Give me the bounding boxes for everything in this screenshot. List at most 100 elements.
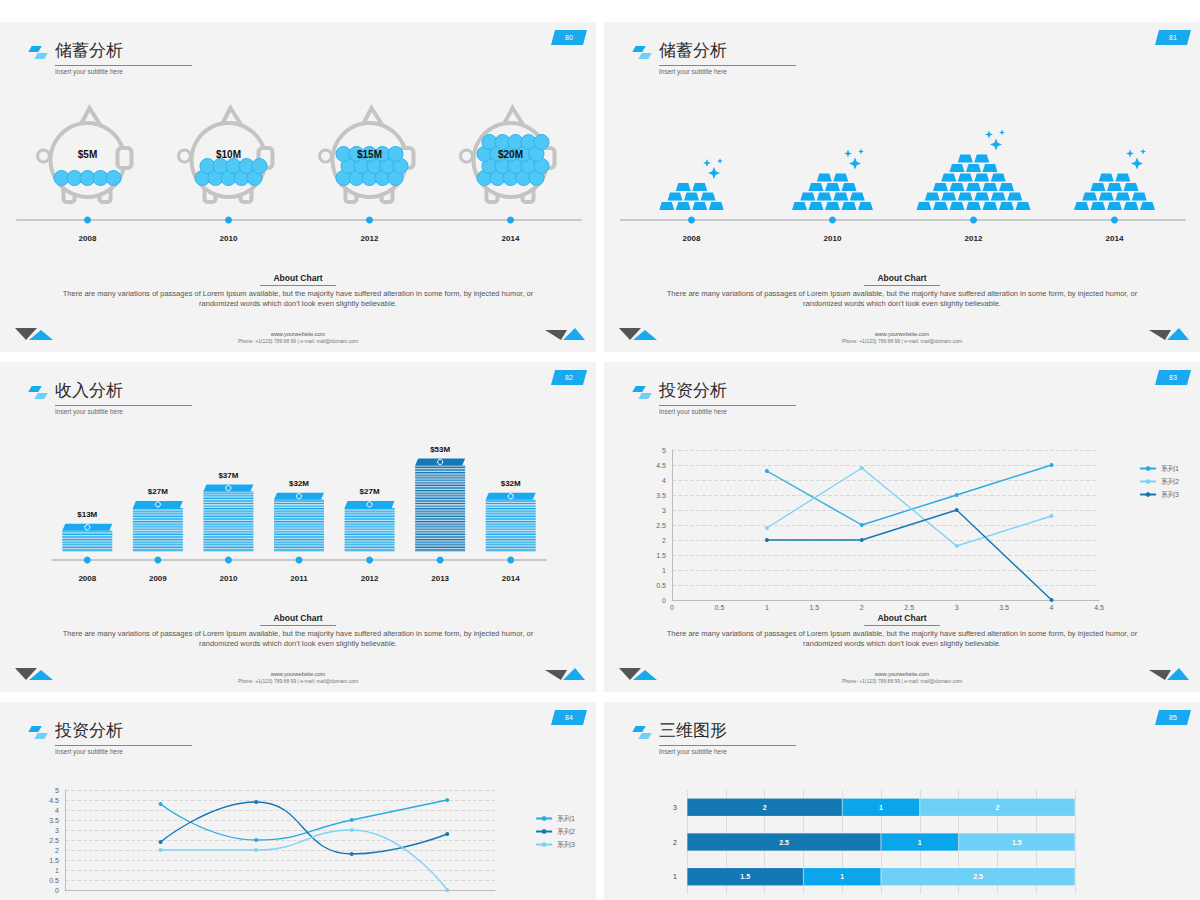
svg-text:2010: 2010 [824,234,842,243]
html-text:There are many variations of p: There are many variations of passages of… [62,289,534,308]
svg-text:$27M: $27M [360,487,380,496]
html-text:82: 82 [565,374,573,381]
svg-text:2: 2 [995,804,999,811]
html-text:About Chart: About Chart [877,273,927,283]
svg-text:$53M: $53M [430,445,450,454]
svg-text:3: 3 [955,604,959,611]
svg-text:0.5: 0.5 [656,582,666,589]
svg-text:$37M: $37M [218,471,238,480]
svg-text:系列3: 系列3 [557,841,575,848]
svg-text:$13M: $13M [77,510,97,519]
svg-text:2.5: 2.5 [656,522,666,529]
svg-text:系列3: 系列3 [1161,491,1179,498]
svg-text:$32M: $32M [289,479,309,488]
svg-text:1.5: 1.5 [49,857,59,864]
svg-text:2014: 2014 [1106,234,1124,243]
html-text:投资分析: 投资分析 [55,721,123,740]
html-text:There are many variations of p: There are many variations of passages of… [666,629,1138,648]
svg-text:1.5: 1.5 [1012,839,1022,846]
svg-text:$10M: $10M [216,149,241,160]
html-text:储蓄分析: 储蓄分析 [55,41,123,60]
html-text:There are many variations of p: There are many variations of passages of… [666,289,1138,308]
svg-text:系列2: 系列2 [1161,478,1179,485]
svg-text:2008: 2008 [683,234,701,243]
svg-text:$20M: $20M [498,149,523,160]
html-text:储蓄分析: 储蓄分析 [659,41,727,60]
svg-text:0: 0 [670,604,674,611]
svg-text:$5M: $5M [78,149,97,160]
svg-text:3: 3 [673,804,677,811]
svg-text:2008: 2008 [78,574,96,583]
html-text:83: 83 [1169,374,1177,381]
svg-text:2014: 2014 [502,574,520,583]
svg-text:2: 2 [55,847,59,854]
svg-text:2: 2 [662,537,666,544]
html-text:80: 80 [565,34,573,41]
svg-text:2010: 2010 [220,574,238,583]
html-text:Insert your subtitle here: Insert your subtitle here [659,408,727,415]
svg-text:1.5: 1.5 [740,873,750,880]
html-text:About Chart: About Chart [877,613,927,623]
svg-text:系列1: 系列1 [1161,465,1179,472]
svg-text:1: 1 [673,873,677,880]
svg-text:2012: 2012 [361,234,379,243]
html-text:收入分析: 收入分析 [55,381,123,400]
svg-text:4: 4 [55,807,59,814]
svg-text:4.5: 4.5 [656,462,666,469]
svg-text:2009: 2009 [149,574,167,583]
svg-text:3.5: 3.5 [656,492,666,499]
svg-text:2014: 2014 [502,234,520,243]
svg-text:系列1: 系列1 [557,815,575,822]
html-text:There are many variations of p: There are many variations of passages of… [62,629,534,648]
svg-text:2011: 2011 [290,574,308,583]
html-text:Insert your subtitle here: Insert your subtitle here [659,68,727,75]
svg-text:2012: 2012 [965,234,983,243]
svg-text:2010: 2010 [220,234,238,243]
svg-text:1.5: 1.5 [656,552,666,559]
svg-text:0: 0 [55,887,59,894]
svg-text:1: 1 [918,839,922,846]
svg-text:3: 3 [662,507,666,514]
svg-text:1: 1 [840,873,844,880]
svg-text:1: 1 [765,604,769,611]
html-text:About Chart: About Chart [273,613,323,623]
svg-text:0: 0 [662,597,666,604]
svg-text:2.5: 2.5 [904,604,914,611]
svg-text:1: 1 [879,804,883,811]
html-text:81: 81 [1169,34,1177,41]
html-text:84: 84 [565,714,573,721]
svg-text:5: 5 [55,787,59,794]
html-text:Insert your subtitle here: Insert your subtitle here [55,68,123,75]
svg-text:2: 2 [763,804,767,811]
svg-text:系列2: 系列2 [557,828,575,835]
html-text:Insert your subtitle here: Insert your subtitle here [55,748,123,755]
svg-text:2012: 2012 [361,574,379,583]
svg-text:1: 1 [55,867,59,874]
svg-text:4.5: 4.5 [49,797,59,804]
svg-text:1.5: 1.5 [809,604,819,611]
svg-text:0.5: 0.5 [715,604,725,611]
svg-text:3.5: 3.5 [999,604,1009,611]
svg-text:3.5: 3.5 [49,817,59,824]
svg-text:$32M: $32M [501,479,521,488]
svg-text:3: 3 [55,827,59,834]
svg-text:$15M: $15M [357,149,382,160]
svg-text:2013: 2013 [431,574,449,583]
html-text:About Chart: About Chart [273,273,323,283]
svg-text:2008: 2008 [79,234,97,243]
svg-text:2.5: 2.5 [49,837,59,844]
svg-text:2.5: 2.5 [779,839,789,846]
svg-text:$27M: $27M [148,487,168,496]
html-text:Insert your subtitle here: Insert your subtitle here [55,408,123,415]
svg-text:2.5: 2.5 [973,873,983,880]
svg-text:0.5: 0.5 [49,877,59,884]
html-text:三维图形: 三维图形 [659,721,727,740]
svg-text:5: 5 [662,447,666,454]
svg-text:4: 4 [1050,604,1054,611]
html-text:投资分析: 投资分析 [659,381,727,400]
svg-text:2: 2 [673,839,677,846]
svg-text:1: 1 [662,567,666,574]
svg-text:2: 2 [860,604,864,611]
svg-text:4.5: 4.5 [1094,604,1104,611]
svg-text:4: 4 [662,477,666,484]
